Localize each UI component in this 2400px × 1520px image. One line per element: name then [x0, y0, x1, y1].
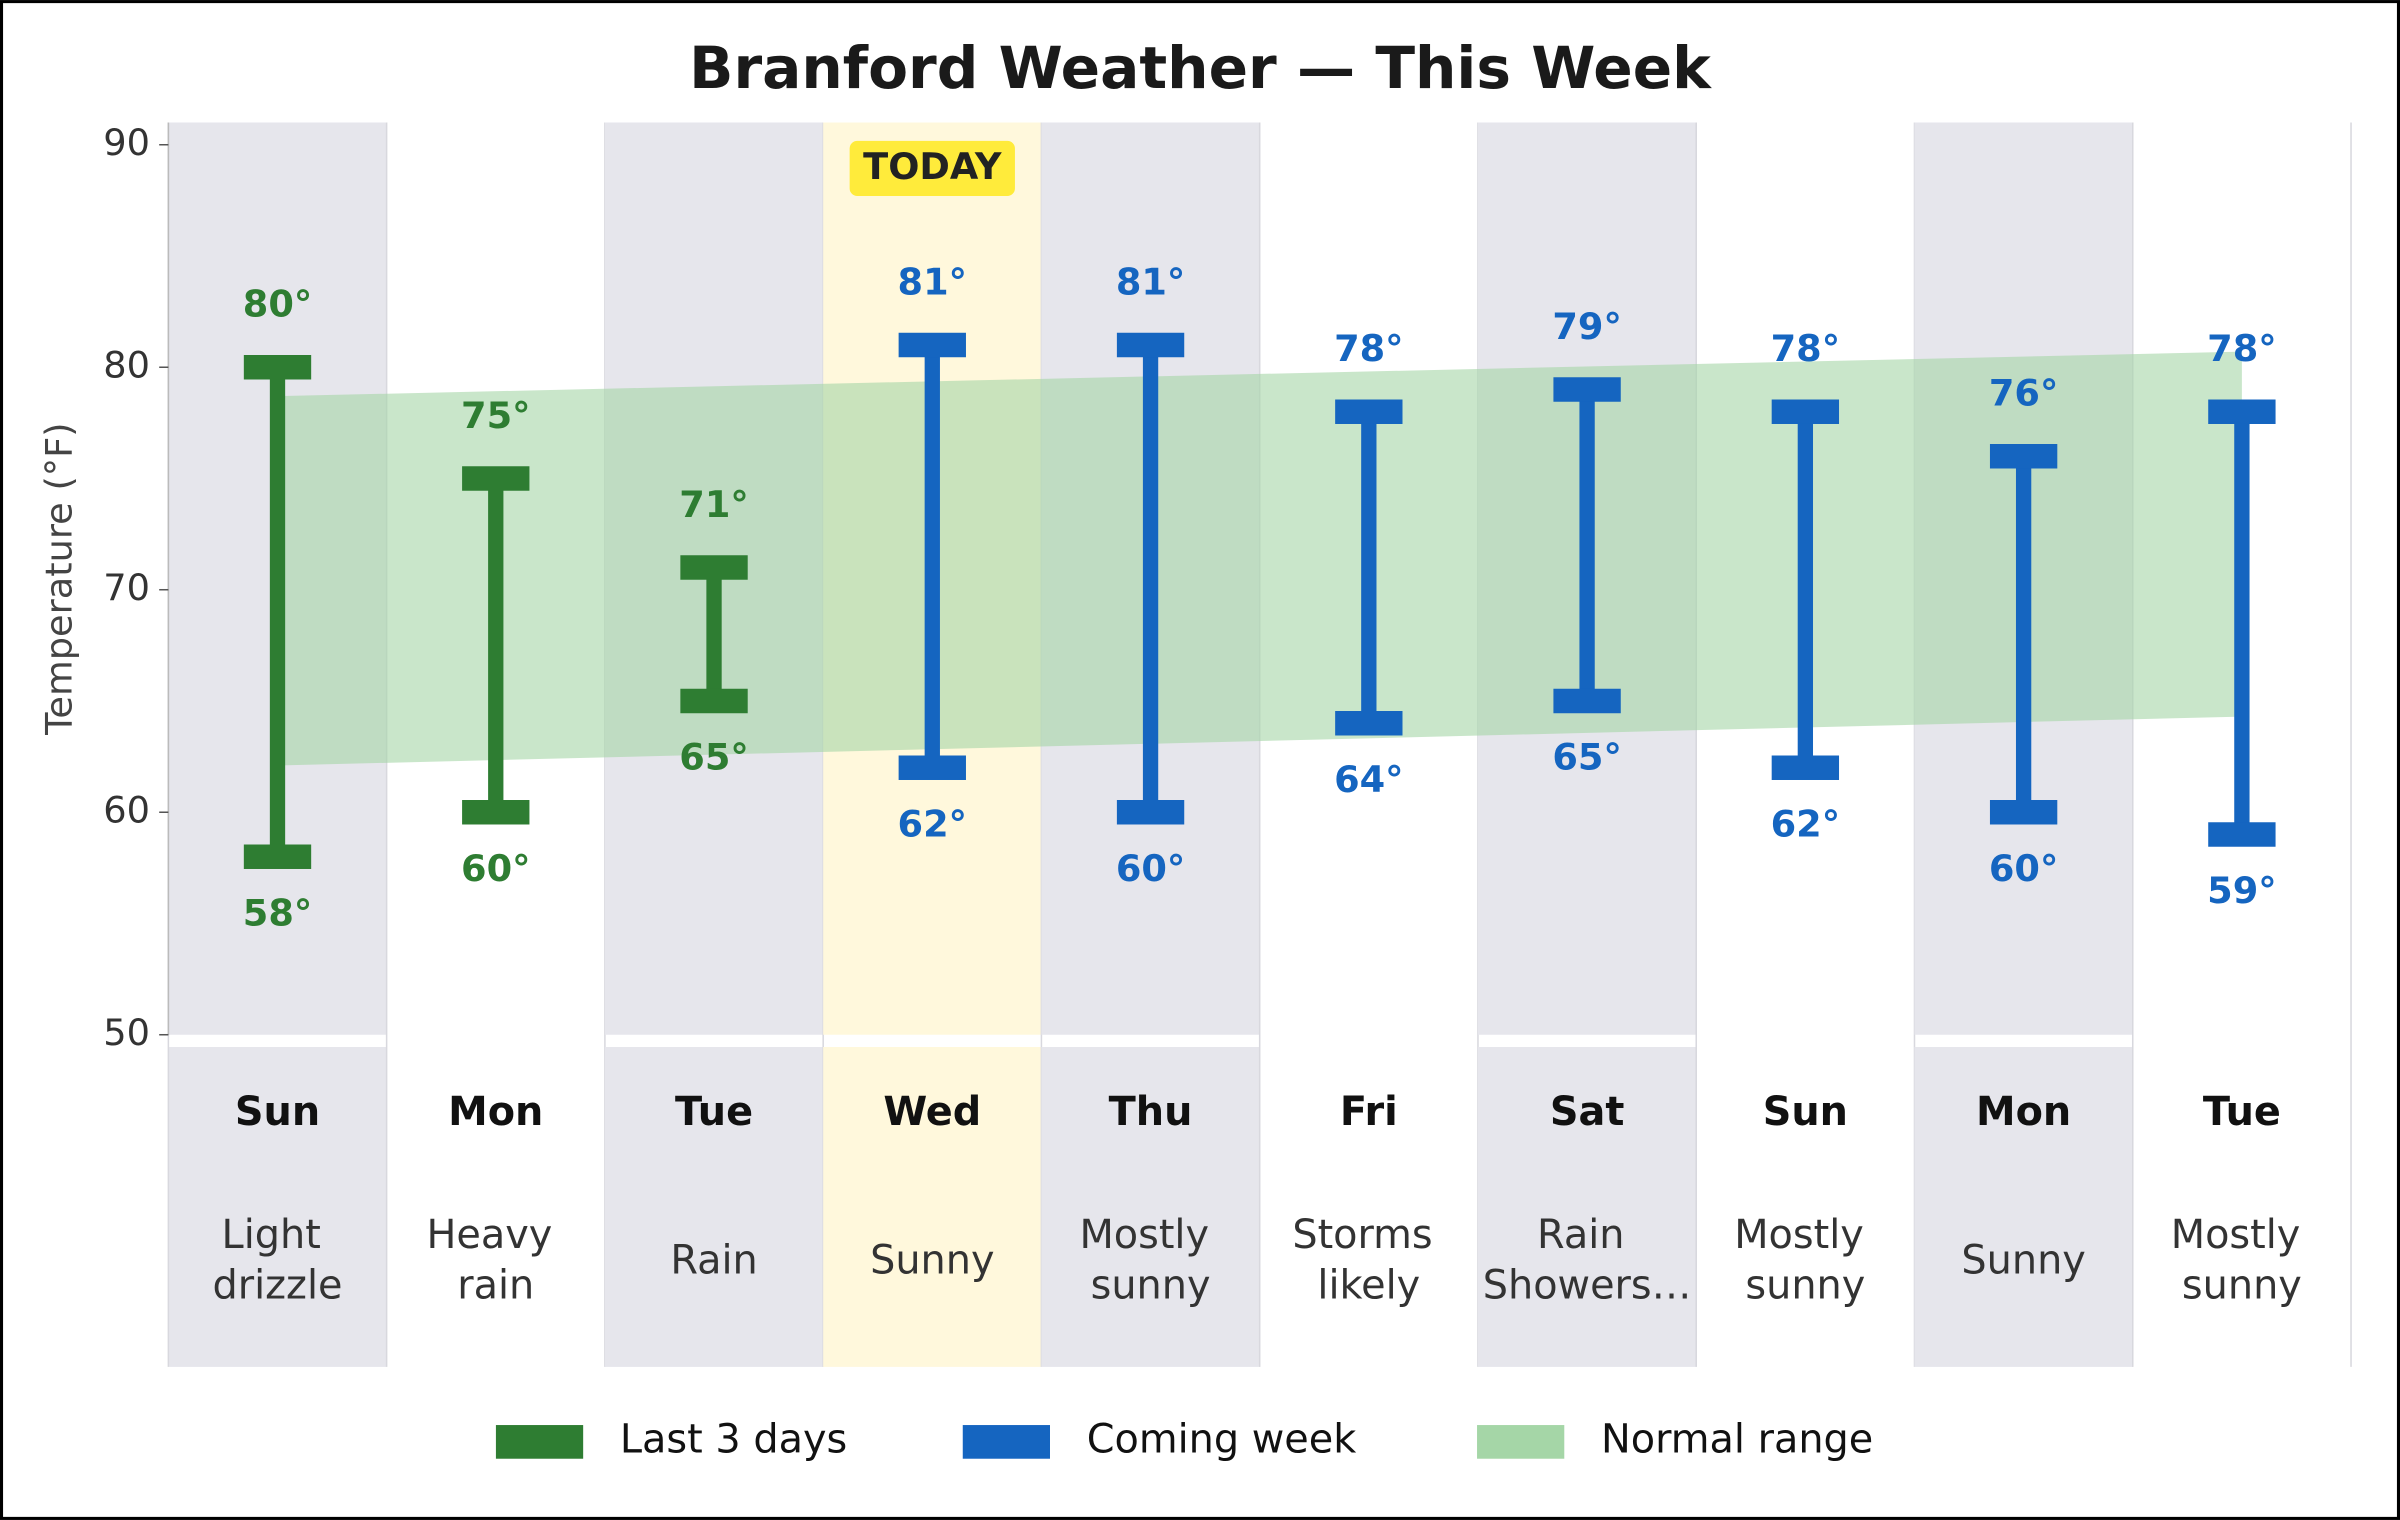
today-label: TODAY [863, 145, 1002, 188]
legend-swatch [1477, 1425, 1565, 1459]
y-tick-label: 50 [103, 1011, 150, 1054]
day-label: Sat [1550, 1089, 1625, 1135]
low-cap [1116, 800, 1185, 825]
low-cap [243, 844, 312, 869]
high-label: 81° [898, 260, 967, 303]
range-stem [1797, 411, 1814, 768]
high-cap [1335, 399, 1403, 424]
legend-label: Coming week [1087, 1416, 1357, 1462]
high-cap [1989, 444, 2058, 469]
high-cap [243, 355, 312, 380]
legend-label: Last 3 days [620, 1416, 847, 1462]
condition-label: Mostly sunny [2171, 1211, 2313, 1308]
y-tick-label: 60 [103, 789, 150, 832]
day-label: Tue [675, 1089, 753, 1135]
high-cap [680, 555, 748, 580]
day-label: Mon [448, 1089, 543, 1135]
low-label: 65° [1552, 736, 1621, 779]
today-badge [849, 140, 1015, 196]
condition-label: Rain Showers… [1483, 1211, 1692, 1308]
high-cap [2208, 399, 2276, 424]
high-label: 78° [1771, 327, 1840, 370]
condition-label: Light drizzle [213, 1211, 343, 1308]
low-label: 62° [898, 802, 967, 845]
column-shade [1477, 1046, 1697, 1367]
low-label: 62° [1771, 802, 1840, 845]
y-tick-label: 80 [103, 344, 150, 387]
column-shade [604, 1046, 824, 1367]
high-label: 80° [243, 283, 312, 326]
column-shade [1914, 1046, 2133, 1367]
day-label: Thu [1109, 1089, 1193, 1135]
high-label: 78° [2207, 327, 2276, 370]
condition-label: Mostly sunny [1079, 1211, 1221, 1308]
condition-label: Heavy rain [427, 1211, 566, 1308]
low-label: 60° [1989, 847, 2058, 890]
high-label: 71° [679, 483, 748, 526]
high-cap [898, 332, 966, 358]
low-cap [1335, 711, 1403, 736]
day-label: Sun [1763, 1089, 1848, 1135]
range-stem [924, 344, 940, 768]
condition-label: Mostly sunny [1734, 1211, 1876, 1308]
high-cap [1553, 377, 1621, 402]
condition-label: Rain [670, 1237, 757, 1283]
low-label: 58° [243, 891, 312, 934]
low-cap [1553, 688, 1621, 714]
day-label: Wed [883, 1089, 981, 1135]
y-tick-label: 70 [103, 566, 150, 609]
low-label: 65° [679, 736, 748, 779]
high-cap [462, 466, 530, 491]
normal-range [277, 351, 2242, 766]
range-stem [706, 567, 722, 701]
y-tick-label: 90 [103, 121, 150, 164]
column-shade [823, 1046, 1042, 1367]
range-stem [2015, 456, 2032, 813]
condition-label: Storms likely [1292, 1211, 1445, 1308]
high-label: 79° [1552, 305, 1621, 348]
day-label: Sun [235, 1089, 320, 1135]
column-shade [168, 1046, 387, 1367]
y-axis-label: Temperature (°F) [38, 422, 81, 735]
range-stem [2234, 411, 2250, 835]
low-cap [1771, 755, 1840, 780]
low-cap [2208, 822, 2276, 847]
low-label: 64° [1334, 758, 1403, 801]
range-stem [269, 367, 286, 857]
day-label: Tue [2203, 1089, 2281, 1135]
range-stem [1142, 344, 1159, 813]
low-cap [898, 755, 966, 780]
day-label: Fri [1340, 1089, 1398, 1135]
range-stem [488, 478, 504, 813]
high-label: 81° [1116, 260, 1185, 303]
high-label: 75° [461, 394, 530, 437]
low-cap [462, 800, 530, 825]
range-stem [1579, 389, 1595, 701]
chart-title: Branford Weather — This Week [689, 34, 1712, 102]
high-cap [1116, 332, 1185, 358]
low-label: 59° [2207, 869, 2276, 912]
column-shade [1041, 1046, 1260, 1367]
high-cap [1771, 399, 1840, 424]
day-label: Mon [1976, 1089, 2071, 1135]
condition-label: Sunny [870, 1237, 994, 1283]
legend-swatch [962, 1425, 1050, 1459]
low-label: 60° [461, 847, 530, 890]
low-cap [680, 688, 748, 714]
legend-swatch [495, 1425, 584, 1459]
legend-label: Normal range [1601, 1416, 1873, 1462]
high-label: 78° [1334, 327, 1403, 370]
range-stem [1361, 411, 1377, 724]
low-label: 60° [1116, 847, 1185, 890]
low-cap [1989, 800, 2058, 825]
condition-label: Sunny [1961, 1237, 2085, 1283]
high-label: 76° [1989, 372, 2058, 415]
